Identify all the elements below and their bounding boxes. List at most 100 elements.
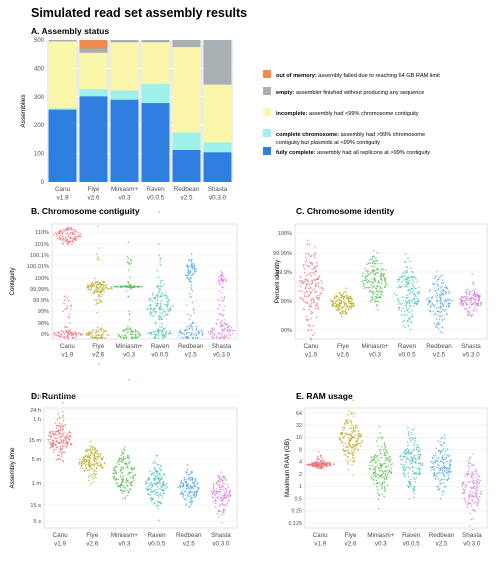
data-point <box>122 329 125 332</box>
data-point <box>64 325 66 328</box>
data-point <box>347 446 349 449</box>
legend-name: empty: <box>276 90 296 96</box>
data-point <box>361 441 363 444</box>
data-point <box>475 482 478 485</box>
data-point <box>75 333 77 335</box>
data-point <box>462 303 464 305</box>
data-point <box>418 472 421 475</box>
data-point <box>223 508 225 510</box>
data-point <box>320 460 322 462</box>
data-point <box>90 285 92 288</box>
data-point <box>371 459 373 461</box>
data-point <box>377 290 379 293</box>
data-point <box>338 436 341 439</box>
bar-empty <box>110 40 139 43</box>
data-point <box>409 483 411 485</box>
data-point <box>98 293 100 296</box>
data-point <box>149 482 152 485</box>
data-point <box>465 501 468 503</box>
data-point <box>221 499 224 502</box>
data-point <box>57 454 59 456</box>
data-point <box>466 296 469 298</box>
data-point <box>52 451 55 453</box>
data-point <box>87 463 90 466</box>
data-point <box>384 472 387 475</box>
data-point <box>344 290 347 293</box>
data-point <box>350 306 353 308</box>
data-point <box>373 455 375 458</box>
data-point <box>86 469 89 472</box>
data-point <box>405 266 408 268</box>
data-point <box>433 313 435 316</box>
data-point <box>467 481 469 484</box>
data-point <box>446 286 448 289</box>
data-point <box>444 292 447 295</box>
data-point <box>397 278 399 281</box>
data-point <box>349 452 352 455</box>
data-point <box>91 448 94 450</box>
data-point <box>61 330 64 333</box>
data-point <box>223 296 226 298</box>
data-point <box>164 303 166 306</box>
data-point <box>381 493 384 496</box>
data-point <box>80 465 82 467</box>
data-point <box>157 329 159 331</box>
data-point <box>474 298 476 301</box>
data-point <box>151 498 154 501</box>
data-point <box>469 524 471 527</box>
y-axis-label: Maximum RAM (GB) <box>284 439 291 497</box>
data-point <box>435 447 438 450</box>
data-point <box>93 464 95 467</box>
data-point <box>350 435 352 437</box>
x-tick-label-line: Redbean <box>178 343 204 350</box>
data-point <box>195 486 198 488</box>
data-point <box>443 464 445 466</box>
data-point <box>435 290 437 293</box>
data-point <box>414 478 416 480</box>
data-point <box>404 274 406 277</box>
data-point <box>70 443 73 445</box>
data-point <box>216 497 218 499</box>
data-point <box>97 290 100 293</box>
data-point <box>89 464 92 467</box>
data-point <box>314 271 316 273</box>
y-tick-label: 100% <box>35 276 49 282</box>
data-point <box>164 327 166 329</box>
data-point <box>87 334 90 336</box>
data-point <box>314 307 317 309</box>
plot-background <box>51 223 238 340</box>
data-point <box>441 282 443 284</box>
data-point <box>436 475 438 478</box>
data-point <box>336 303 338 306</box>
data-point <box>179 330 181 332</box>
data-point <box>302 265 305 267</box>
data-point <box>477 302 479 305</box>
data-point <box>78 463 81 465</box>
data-point <box>162 308 164 310</box>
data-point <box>384 474 387 477</box>
data-point <box>308 273 310 275</box>
data-point <box>435 307 438 310</box>
data-point <box>468 495 470 498</box>
data-point <box>121 450 123 452</box>
data-point <box>221 335 224 337</box>
data-point <box>96 350 99 353</box>
data-point <box>336 305 338 307</box>
x-tick-label-line: v0.3.0 <box>209 195 227 202</box>
data-point <box>376 259 379 262</box>
data-point <box>401 458 404 461</box>
data-point <box>418 458 420 460</box>
y-tick-label: 5 s <box>34 519 42 525</box>
data-point <box>57 437 59 440</box>
data-point <box>97 455 99 458</box>
data-point <box>165 295 167 297</box>
data-point <box>101 333 104 335</box>
data-point <box>315 316 318 318</box>
data-point <box>463 492 465 494</box>
data-point <box>319 287 321 289</box>
data-point <box>367 272 369 275</box>
data-point <box>410 267 412 269</box>
data-point <box>214 494 216 497</box>
data-point <box>186 266 189 268</box>
data-point <box>408 317 410 320</box>
